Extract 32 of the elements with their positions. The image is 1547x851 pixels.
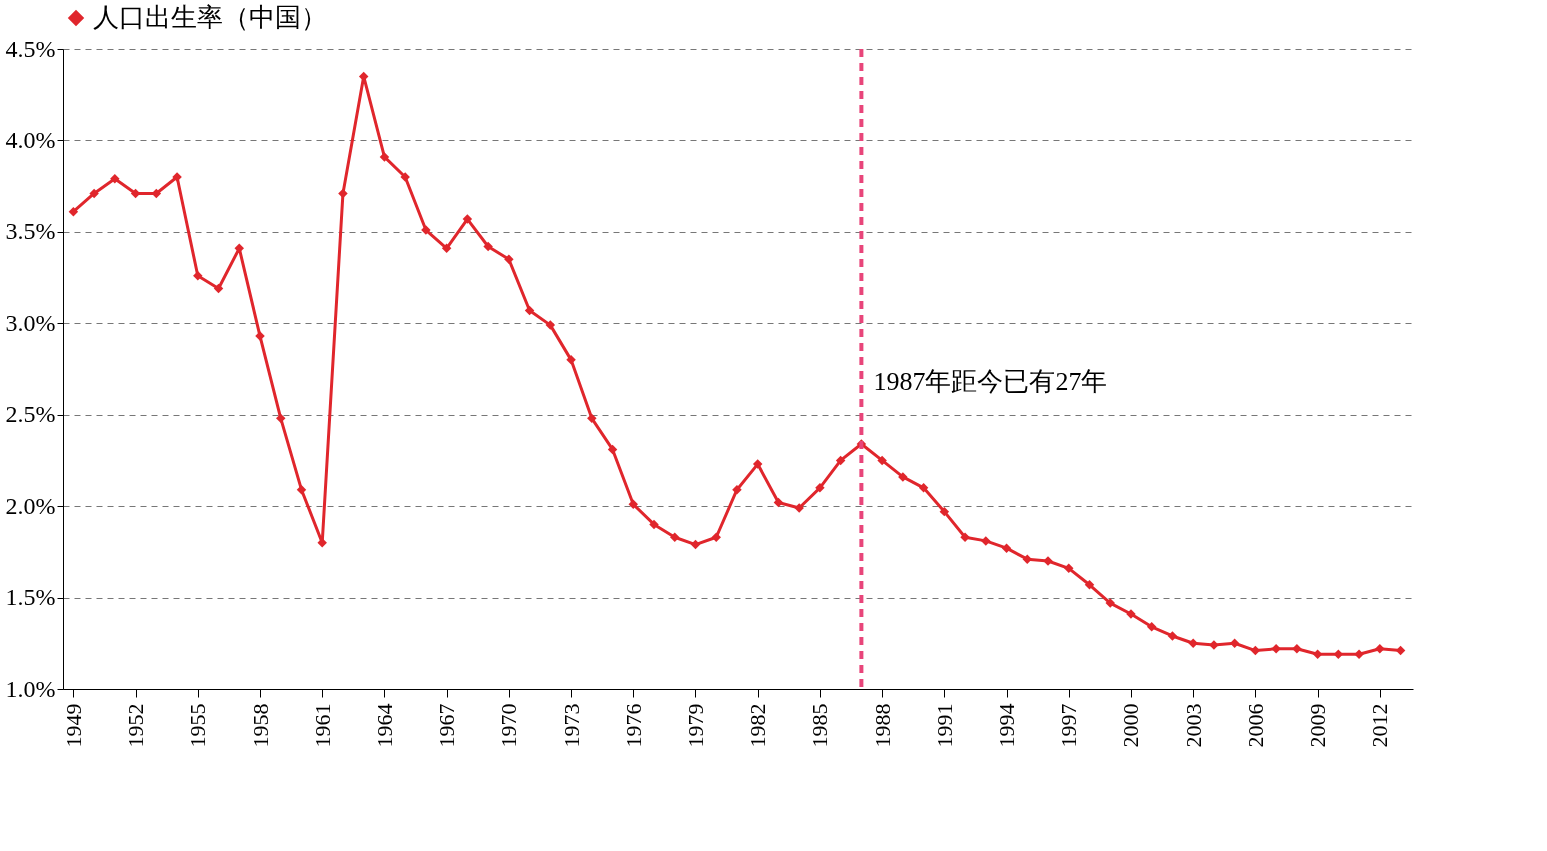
x-tick-label: 1949: [60, 703, 86, 748]
x-tick-label: 2006: [1242, 703, 1268, 748]
y-tick-label: 1.5%: [5, 584, 56, 611]
x-tick-label: 1994: [994, 703, 1020, 748]
x-tick-label: 1970: [496, 703, 522, 748]
x-tick-label: 1973: [558, 703, 584, 748]
y-tick-label: 3.0%: [5, 309, 56, 336]
x-tick-label: 1988: [869, 703, 895, 748]
y-tick-label: 3.5%: [5, 218, 56, 245]
x-tick-label: 1961: [309, 703, 335, 748]
x-tick-label: 1982: [745, 703, 771, 748]
y-tick-label: 1.0%: [5, 675, 56, 702]
x-tick-label: 1964: [371, 703, 397, 748]
x-tick-label: 1955: [185, 703, 211, 748]
y-tick-label: 2.0%: [5, 492, 56, 519]
x-tick-label: 2003: [1180, 703, 1206, 748]
x-tick-label: 1976: [620, 703, 646, 748]
x-tick-label: 1985: [807, 703, 833, 748]
x-tick-label: 2009: [1305, 703, 1331, 748]
ref-line-label: 1987年距今已有27年: [873, 366, 1108, 396]
legend-label: 人口出生率（中国）: [93, 3, 327, 32]
x-tick-label: 1991: [931, 703, 957, 748]
y-tick-label: 4.5%: [5, 35, 56, 62]
y-tick-label: 2.5%: [5, 401, 56, 428]
x-tick-label: 1997: [1056, 703, 1082, 748]
x-tick-label: 1979: [682, 703, 708, 748]
x-tick-label: 2012: [1367, 703, 1393, 748]
y-tick-label: 4.0%: [5, 126, 56, 153]
x-tick-label: 2000: [1118, 703, 1144, 748]
x-tick-label: 1952: [123, 703, 149, 748]
x-tick-label: 1958: [247, 703, 273, 748]
x-tick-label: 1967: [434, 703, 460, 748]
